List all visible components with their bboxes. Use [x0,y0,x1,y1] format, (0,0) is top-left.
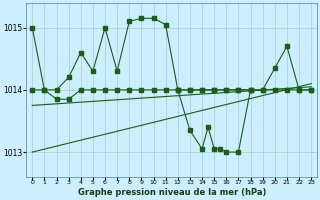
X-axis label: Graphe pression niveau de la mer (hPa): Graphe pression niveau de la mer (hPa) [77,188,266,197]
